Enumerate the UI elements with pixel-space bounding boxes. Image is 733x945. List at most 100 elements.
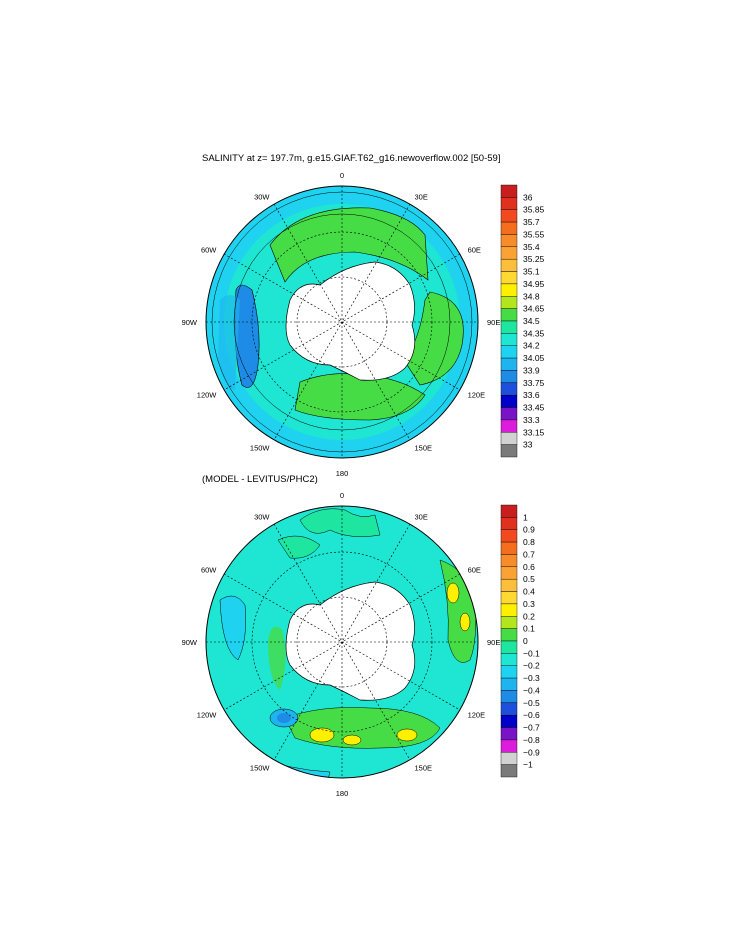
colorbar-swatch [500,407,518,421]
longitude-label: 180 [336,469,349,478]
longitude-label: 120W [197,391,218,400]
longitude-label: 150W [250,764,271,773]
colorbar-swatch [500,444,518,458]
longitude-label: 150W [250,444,271,453]
salinity-colorbar: 36 35.85 35.7 35.55 35.4 35.25 35.1 34.95 34.8 34… [500,184,545,458]
colorbar-swatch [500,591,518,605]
colorbar-swatch [500,432,518,445]
longitude-label: 120E [468,711,486,720]
difference-map: 0 30E 60E 90E 120E 150E 180 150W 120W 90W 60W 30W [182,491,501,798]
colorbar-label: 0 [523,636,528,646]
colorbar-swatch [500,739,518,753]
colorbar-swatch [500,690,518,704]
colorbar-label: 33.15 [523,427,545,437]
longitude-label: 30E [415,192,428,201]
colorbar-label: 0.4 [523,587,535,597]
colorbar-swatch [500,603,518,617]
colorbar-swatch [500,308,518,322]
longitude-label: 90W [182,318,198,327]
colorbar-label: −1 [523,760,533,770]
colorbar-swatch [500,234,518,248]
colorbar-label: −0.4 [523,686,540,696]
colorbar-label: 35.1 [523,267,540,277]
salinity-map: 0 30E 60E 90E 120E 150E 180 150W 120W 90W 60W 30W [182,171,501,478]
colorbar-label: 33.3 [523,415,540,425]
colorbar-swatch [500,345,518,359]
colorbar-swatch [500,529,518,543]
colorbar-label: 0.5 [523,574,535,584]
colorbar-swatch [500,333,518,346]
colorbar-label: −0.6 [523,710,540,720]
colorbar-swatch [500,764,518,778]
bottom-panel-title: (MODEL - LEVITUS/PHC2) [202,474,318,485]
colorbar-swatch [500,628,518,642]
colorbar-swatch [500,419,518,433]
colorbar-label: 35.4 [523,242,540,252]
colorbar-label: −0.2 [523,661,540,671]
colorbar-label: 0.8 [523,537,535,547]
colorbar-swatch [500,677,518,691]
longitude-label: 180 [336,789,349,798]
colorbar-swatch [500,541,518,555]
colorbar-swatch [500,727,518,741]
longitude-label: 90E [487,318,500,327]
colorbar-label: 0.6 [523,562,535,572]
colorbar-label: 36 [523,192,533,202]
colorbar-label: 0.9 [523,525,535,535]
colorbar-swatch [500,640,518,654]
colorbar-swatch [500,653,518,666]
colorbar-swatch [500,209,518,223]
colorbar-label: 33.9 [523,366,540,376]
longitude-label: 120E [468,391,486,400]
colorbar-label: 34.05 [523,353,545,363]
colorbar-swatch [500,382,518,396]
colorbar-swatch [500,184,518,198]
antarctica-landmass [285,261,416,381]
colorbar-label: 33.75 [523,378,545,388]
longitude-label: 0 [340,171,344,180]
colorbar-label: 33.6 [523,390,540,400]
colorbar-swatch [500,296,518,309]
colorbar-swatch [500,517,518,530]
colorbar-label: −0.3 [523,673,540,683]
longitude-label: 30W [254,512,270,521]
top-panel-title: SALINITY at z= 197.7m, g.e15.GIAF.T62_g1… [202,153,501,164]
colorbar-swatch [500,578,518,592]
longitude-label: 60E [468,566,481,575]
colorbar-label: 35.85 [523,205,545,215]
colorbar-label: 0.7 [523,550,535,560]
colorbar-swatch [500,370,518,384]
colorbar-swatch [500,616,518,629]
colorbar-swatch [500,714,518,728]
colorbar-label: 33 [523,440,533,450]
colorbar-swatch [500,283,518,297]
colorbar-label: 34.65 [523,304,545,314]
longitude-label: 0 [340,491,344,500]
colorbar-swatch [500,246,518,260]
longitude-label: 90W [182,638,198,647]
longitude-label: 60W [201,566,217,575]
colorbar-swatch [500,702,518,716]
longitude-label: 30E [415,512,428,521]
colorbar-swatch [500,752,518,765]
colorbar-swatch [500,504,518,518]
colorbar-swatch [500,258,518,272]
colorbar-label: 35.55 [523,230,545,240]
colorbar-swatch [500,394,518,408]
colorbar-label: 34.35 [523,328,545,338]
colorbar-label: 34.5 [523,316,540,326]
colorbar-label: 35.25 [523,254,545,264]
colorbar-label: −0.8 [523,735,540,745]
colorbar-label: 34.8 [523,291,540,301]
colorbar-label: 34.95 [523,279,545,289]
longitude-label: 60W [201,246,217,255]
difference-colorbar: 1 0.9 0.8 0.7 0.6 0.5 0.4 0.3 0.2 0.1 0 −0.1 −0.2 −0.… [500,504,540,778]
colorbar-swatch [500,197,518,210]
longitude-label: 150E [415,764,433,773]
longitude-label: 150E [415,444,433,453]
colorbar-swatch [500,221,518,235]
colorbar-label: −0.9 [523,747,540,757]
colorbar-swatch [500,271,518,285]
antarctica-landmass [285,581,416,701]
